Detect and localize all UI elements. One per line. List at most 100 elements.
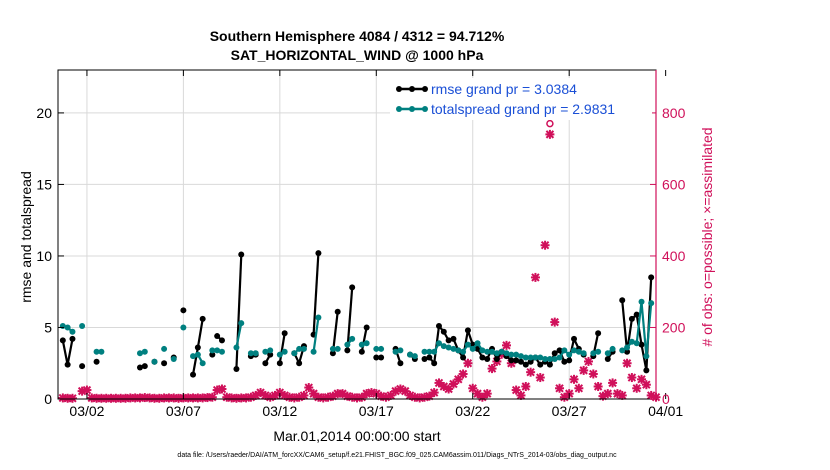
- totalspread-point: [392, 348, 399, 355]
- obs-assimilated-point: [545, 129, 555, 139]
- totalspread-point: [329, 345, 336, 352]
- totalspread-point: [551, 355, 558, 362]
- rmse-point: [397, 360, 404, 367]
- rmse-point: [194, 344, 201, 351]
- rmse-point: [69, 335, 76, 342]
- rmse-point: [484, 355, 491, 362]
- axes: 03/02 03/07 03/12 03/17 03/22 03/27 04/0105101…: [36, 70, 686, 419]
- totalspread-point: [358, 341, 365, 348]
- obs-assimilated-point: [632, 383, 642, 393]
- totalspread-point: [136, 350, 143, 357]
- rmse-point: [628, 315, 635, 322]
- rmse-point: [435, 323, 442, 330]
- totalspread-point: [296, 345, 303, 352]
- totalspread-point: [571, 347, 578, 354]
- totalspread-point: [619, 347, 626, 354]
- y-tick-label-right: 0: [662, 391, 670, 407]
- totalspread-point: [624, 344, 631, 351]
- obs-assimilated-point: [299, 390, 309, 400]
- totalspread-point: [455, 347, 462, 354]
- totalspread-point: [643, 353, 650, 360]
- rmse-point: [431, 360, 438, 367]
- rmse-point: [648, 274, 655, 281]
- rmse-point: [460, 354, 467, 361]
- rmse-point: [199, 315, 206, 322]
- totalspread-point: [435, 340, 442, 347]
- totalspread-point: [141, 348, 148, 355]
- rmse-point: [638, 341, 645, 348]
- rmse-point: [537, 361, 544, 368]
- totalspread-point: [421, 348, 428, 355]
- rmse-point: [262, 360, 269, 367]
- rmse-point: [474, 345, 481, 352]
- totalspread-point: [566, 351, 573, 358]
- obs-assimilated-point: [588, 369, 598, 379]
- obs-assimilated-point: [593, 381, 603, 391]
- totalspread-point: [64, 324, 71, 331]
- totalspread-point: [334, 345, 341, 352]
- rmse-point: [64, 361, 71, 368]
- totalspread-point: [580, 350, 587, 357]
- totalspread-point: [252, 350, 259, 357]
- rmse-point: [464, 327, 471, 334]
- totalspread-point: [262, 348, 269, 355]
- totalspread-point: [363, 340, 370, 347]
- totalspread-point: [498, 348, 505, 355]
- rmse-point: [440, 328, 447, 335]
- totalspread-point: [349, 335, 356, 342]
- x-tick-label: 03/12: [262, 403, 297, 419]
- rmse-point: [571, 335, 578, 342]
- rmse-point: [180, 307, 187, 314]
- totalspread-point: [633, 340, 640, 347]
- totalspread-point: [247, 350, 254, 357]
- rmse-point: [604, 355, 611, 362]
- x-tick-label: 03/07: [166, 403, 201, 419]
- y-tick-label-right: 400: [662, 248, 686, 264]
- plot-series: [58, 119, 661, 403]
- obs-assimilated-point: [540, 240, 550, 250]
- totalspread-point: [508, 351, 515, 358]
- obs-assimilated-point: [526, 367, 536, 377]
- obs-assimilated-point: [521, 381, 531, 391]
- rmse-point: [267, 351, 274, 358]
- obs-assimilated-point: [482, 389, 492, 399]
- rmse-point: [619, 297, 626, 304]
- totalspread-point: [503, 350, 510, 357]
- rmse-point: [522, 361, 529, 368]
- obs-assimilated-point: [559, 392, 569, 402]
- rmse-point: [276, 360, 283, 367]
- rmse-point: [556, 347, 563, 354]
- rmse-point: [445, 337, 452, 344]
- x-tick-label: 03/22: [455, 403, 490, 419]
- rmse-point: [161, 360, 168, 367]
- totalspread-point: [609, 345, 616, 352]
- rmse-point: [378, 354, 385, 361]
- totalspread-point: [315, 314, 322, 321]
- rmse-point: [233, 365, 240, 372]
- totalspread-point: [411, 353, 418, 360]
- rmse-point: [79, 363, 86, 370]
- obs-assimilated-point: [82, 385, 92, 395]
- obs-assimilated-point: [579, 365, 589, 375]
- rmse-point: [358, 348, 365, 355]
- obs-assimilated-point: [217, 384, 227, 394]
- obs-assimilated-point: [502, 340, 511, 350]
- totalspread-point: [218, 348, 225, 355]
- totalspread-point: [489, 348, 496, 355]
- obs-assimilated-point: [473, 389, 483, 399]
- obs-assimilated-point: [463, 358, 473, 368]
- totalspread-point: [344, 341, 351, 348]
- totalspread-point: [267, 347, 274, 354]
- legend-background: [390, 78, 652, 120]
- rmse-point: [315, 250, 322, 257]
- totalspread-point: [276, 351, 283, 358]
- totalspread-point: [517, 353, 524, 360]
- totalspread-point: [199, 360, 206, 367]
- obs-assimilated-point: [458, 369, 468, 379]
- totalspread-point: [648, 300, 655, 307]
- rmse-point: [329, 350, 336, 357]
- obs-assimilated-point: [429, 388, 439, 398]
- totalspread-point: [460, 348, 467, 355]
- legend-spread-label: totalspread grand pr = 2.9831: [431, 101, 615, 117]
- totalspread-point: [527, 354, 534, 361]
